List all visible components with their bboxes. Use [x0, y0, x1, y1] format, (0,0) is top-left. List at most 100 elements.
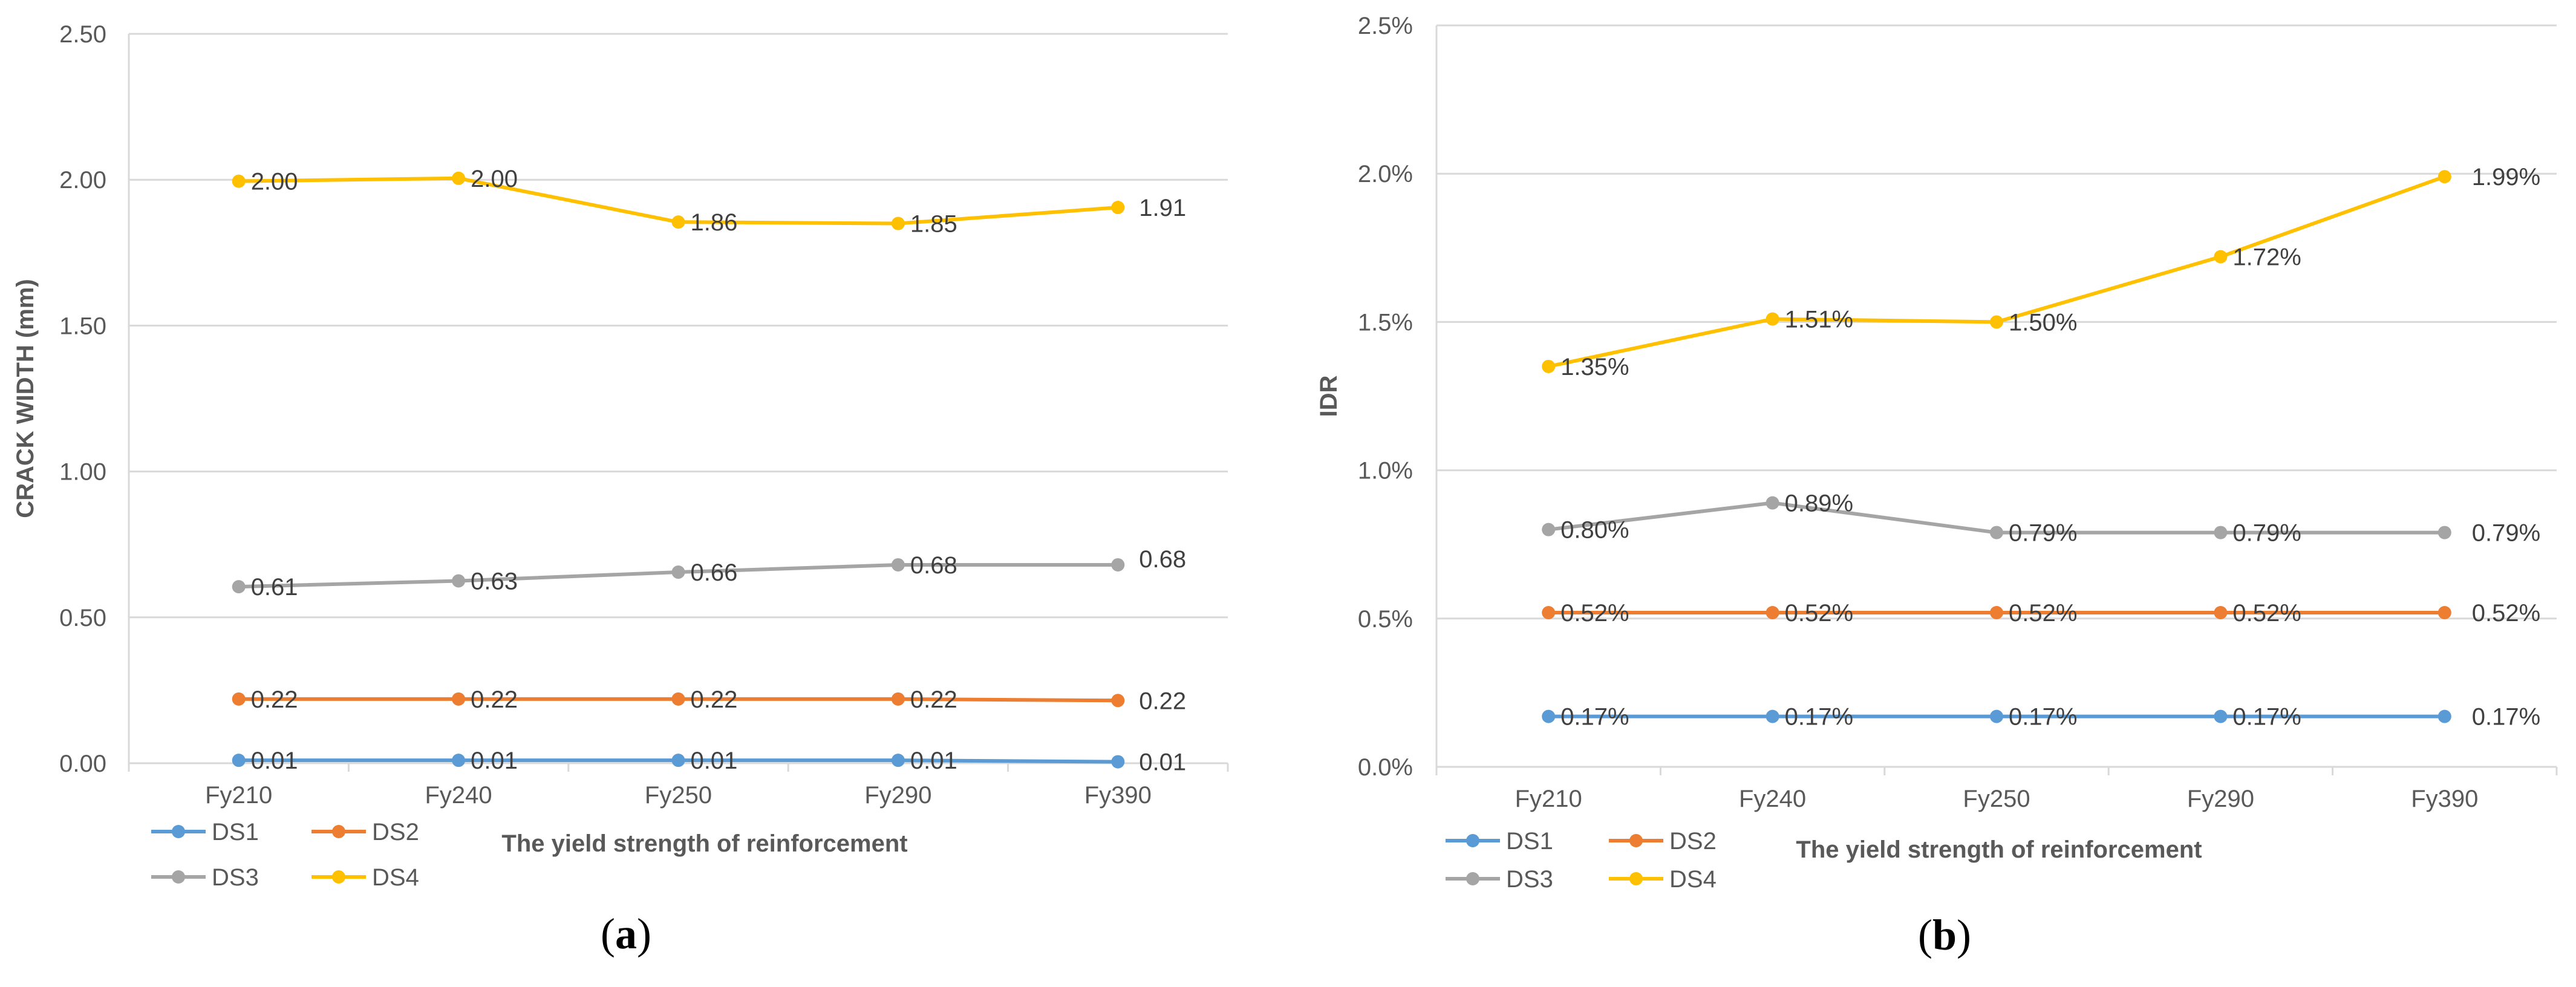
data-label-ds4: 1.91 — [1139, 195, 1186, 221]
data-point-ds4 — [1111, 201, 1125, 215]
legend-swatch-marker — [332, 870, 345, 884]
caption-open-paren: ( — [1918, 911, 1932, 959]
y-tick-label: 1.50 — [59, 313, 106, 339]
y-tick-label: 2.00 — [59, 167, 106, 194]
x-tick-label: Fy240 — [425, 782, 492, 809]
data-label-ds3: 0.68 — [1139, 546, 1186, 573]
data-label-ds1: 0.17% — [1785, 704, 1853, 731]
data-label-ds4: 2.00 — [251, 169, 298, 195]
y-axis-title: IDR — [1316, 375, 1342, 417]
legend-label: DS1 — [1506, 828, 1553, 855]
data-label-ds1: 0.01 — [1139, 749, 1186, 776]
data-label-ds3: 0.80% — [1560, 517, 1629, 544]
data-point-ds1 — [891, 754, 905, 767]
data-label-ds2: 0.52% — [2232, 600, 2301, 627]
y-tick-label: 0.5% — [1358, 606, 1413, 633]
y-axis-title: CRACK WIDTH (mm) — [12, 279, 39, 518]
panel-caption: (a) — [601, 910, 651, 958]
data-label-ds2: 0.52% — [1560, 600, 1629, 627]
data-point-ds3 — [1542, 523, 1556, 536]
data-point-ds2 — [671, 692, 685, 706]
data-point-ds4 — [452, 171, 466, 185]
data-point-ds2 — [452, 692, 466, 706]
data-label-ds4: 1.72% — [2232, 244, 2301, 271]
data-point-ds2 — [2214, 605, 2228, 619]
data-point-ds4 — [1990, 315, 2003, 329]
legend-item-ds4: DS4 — [311, 864, 419, 891]
data-point-ds4 — [1766, 312, 1779, 326]
data-label-ds1: 0.01 — [251, 748, 298, 774]
x-tick-label: Fy210 — [205, 782, 272, 809]
data-label-ds1: 0.17% — [1560, 704, 1629, 731]
data-point-ds3 — [2437, 526, 2451, 539]
legend-swatch-marker — [172, 825, 185, 838]
y-tick-label: 2.0% — [1358, 161, 1413, 187]
data-point-ds1 — [1766, 709, 1779, 723]
data-label-ds1: 0.17% — [2009, 704, 2077, 731]
x-tick-label: Fy290 — [864, 782, 931, 809]
data-label-ds4: 1.86 — [691, 209, 738, 236]
x-tick-label: Fy390 — [2411, 786, 2478, 812]
data-label-ds3: 0.68 — [910, 552, 957, 579]
y-tick-label: 2.5% — [1358, 13, 1413, 39]
data-label-ds3: 0.79% — [2232, 520, 2301, 547]
data-point-ds4 — [891, 217, 905, 230]
data-point-ds3 — [1990, 526, 2003, 539]
data-label-ds4: 1.51% — [1785, 306, 1853, 333]
data-point-ds2 — [232, 692, 246, 706]
legend-item-ds3: DS3 — [151, 864, 259, 891]
data-point-ds1 — [1990, 709, 2003, 723]
data-label-ds3: 0.79% — [2009, 520, 2077, 547]
data-point-ds3 — [2214, 526, 2228, 539]
data-point-ds1 — [2437, 709, 2451, 723]
legend-item-ds2: DS2 — [311, 819, 419, 845]
data-label-ds2: 0.22 — [251, 686, 298, 713]
legend-item-ds1: DS1 — [151, 819, 259, 845]
legend-label: DS4 — [1669, 866, 1717, 893]
data-label-ds4: 1.50% — [2009, 309, 2077, 336]
legend-swatch-marker — [1466, 834, 1479, 847]
data-point-ds4 — [2437, 170, 2451, 184]
data-point-ds2 — [1766, 605, 1779, 619]
data-label-ds1: 0.01 — [910, 748, 957, 774]
data-point-ds4 — [232, 174, 246, 188]
caption-close-paren: ) — [1957, 911, 1971, 959]
caption-letter: b — [1932, 911, 1957, 959]
y-tick-label: 0.50 — [59, 605, 106, 631]
data-point-ds1 — [2214, 709, 2228, 723]
data-point-ds1 — [1111, 755, 1125, 769]
data-label-ds4: 1.99% — [2472, 164, 2540, 191]
x-tick-label: Fy210 — [1515, 786, 1582, 812]
legend-label: DS4 — [372, 864, 419, 891]
data-point-ds3 — [232, 580, 246, 594]
y-tick-label: 2.50 — [59, 21, 106, 48]
data-label-ds2: 0.22 — [471, 686, 518, 713]
legend-label: DS1 — [212, 819, 259, 845]
data-label-ds1: 0.17% — [2472, 704, 2540, 731]
data-label-ds3: 0.61 — [251, 574, 298, 601]
caption-letter: a — [615, 910, 637, 958]
panel-caption: (b) — [1918, 911, 1971, 959]
x-axis-title: The yield strength of reinforcement — [1796, 836, 2202, 863]
data-label-ds3: 0.66 — [691, 559, 738, 586]
y-tick-label: 1.5% — [1358, 309, 1413, 336]
legend-label: DS2 — [372, 819, 419, 845]
legend-item-ds3: DS3 — [1446, 866, 1553, 893]
y-tick-label: 0.0% — [1358, 754, 1413, 781]
data-point-ds2 — [1111, 694, 1125, 708]
data-label-ds2: 0.22 — [691, 686, 738, 713]
data-point-ds3 — [452, 574, 466, 588]
data-label-ds3: 0.89% — [1785, 490, 1853, 517]
y-tick-label: 0.00 — [59, 751, 106, 777]
data-label-ds4: 1.85 — [910, 211, 957, 238]
data-label-ds1: 0.17% — [2232, 704, 2301, 731]
legend-swatch-marker — [332, 825, 345, 838]
x-tick-label: Fy390 — [1084, 782, 1152, 809]
data-label-ds2: 0.52% — [2472, 600, 2540, 627]
legend-label: DS2 — [1669, 828, 1717, 855]
data-point-ds1 — [671, 754, 685, 767]
chart-panel-a: 0.00 0.50 1.00 1.50 2.00 2.50 Fy210 Fy240 Fy250 F… — [12, 21, 1229, 958]
data-point-ds2 — [2437, 605, 2451, 619]
data-point-ds2 — [1990, 605, 2003, 619]
x-tick-label: Fy240 — [1739, 786, 1806, 812]
